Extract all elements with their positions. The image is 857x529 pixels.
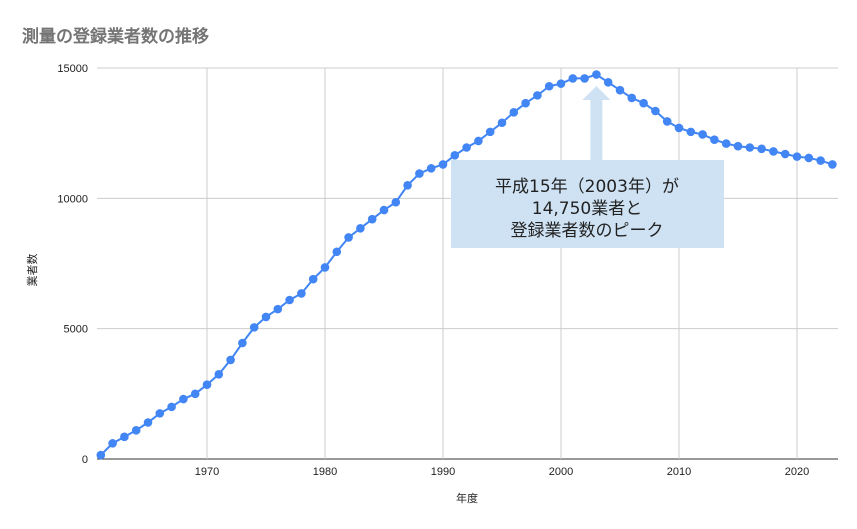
- data-point-1963: [120, 432, 129, 442]
- data-point-1969: [190, 389, 200, 399]
- data-point-1979: [308, 274, 318, 284]
- data-point-1998: [533, 91, 542, 100]
- data-point-1996: [509, 108, 519, 117]
- data-point-2015: [733, 141, 743, 151]
- data-point-1967: [167, 402, 176, 412]
- data-point-1983: [356, 224, 365, 233]
- data-point-2010: [674, 123, 684, 133]
- data-point-1988: [415, 169, 424, 178]
- data-point-2004: [603, 78, 613, 87]
- data-point-2002: [580, 74, 589, 83]
- data-point-2007: [639, 98, 648, 108]
- y-tick-label: 15000: [57, 63, 88, 75]
- data-point-1995: [497, 118, 507, 128]
- data-point-1989: [426, 164, 436, 173]
- data-point-1966: [155, 409, 165, 418]
- data-point-2014: [721, 139, 731, 148]
- data-point-2021: [804, 153, 814, 163]
- data-point-1964: [131, 426, 141, 435]
- data-point-1968: [179, 394, 188, 404]
- data-point-1990: [438, 160, 448, 169]
- series: [96, 70, 837, 460]
- x-tick-label: 1990: [431, 466, 455, 478]
- data-point-2019: [780, 149, 790, 159]
- annotation-arrow-shaft: [590, 100, 603, 160]
- data-point-2018: [769, 147, 778, 156]
- tick-labels: 0 5000 10000 15000 1970 1980 1990 2000 2010 2020: [57, 63, 809, 478]
- y-tick-label: 10000: [57, 193, 88, 205]
- data-point-1981: [332, 247, 342, 257]
- data-point-2008: [651, 106, 660, 116]
- data-point-1975: [261, 312, 271, 322]
- data-point-1994: [485, 127, 495, 137]
- data-point-2013: [710, 135, 719, 144]
- data-point-1999: [544, 81, 554, 91]
- data-point-1977: [285, 295, 294, 305]
- data-point-2012: [698, 130, 707, 139]
- data-point-1965: [143, 418, 153, 427]
- data-point-1973: [238, 338, 247, 348]
- y-tick-label: 0: [82, 454, 88, 466]
- x-tick-label: 2010: [667, 466, 691, 478]
- data-point-1962: [108, 439, 117, 448]
- data-point-2022: [816, 156, 825, 165]
- data-point-1987: [403, 181, 412, 190]
- data-point-1978: [297, 289, 306, 298]
- data-point-1986: [391, 197, 401, 207]
- chart-title: 測量の登録業者数の推移: [22, 27, 209, 47]
- data-point-1961: [96, 450, 106, 460]
- data-point-2016: [745, 143, 755, 152]
- data-point-1991: [450, 151, 460, 160]
- x-tick-label: 2020: [785, 466, 809, 478]
- data-point-2003: [592, 70, 601, 79]
- data-point-1971: [214, 369, 224, 379]
- data-point-1993: [474, 136, 483, 146]
- x-tick-label: 2000: [549, 466, 573, 478]
- data-point-1976: [273, 304, 283, 314]
- annotation-text-line: 14,750業者と: [532, 199, 642, 219]
- data-point-1992: [462, 143, 471, 152]
- data-point-2006: [627, 93, 637, 103]
- data-point-1982: [344, 233, 353, 242]
- annotation-text-line: 平成15年（2003年）が: [495, 177, 679, 197]
- data-point-2001: [568, 74, 578, 83]
- data-point-1985: [379, 205, 389, 215]
- y-axis-label: 業者数: [26, 254, 39, 287]
- data-point-2009: [662, 117, 672, 126]
- data-point-2020: [792, 152, 802, 161]
- data-point-2000: [556, 79, 566, 88]
- annotation-box: [451, 160, 724, 248]
- data-point-1980: [320, 263, 330, 272]
- data-point-2011: [686, 127, 696, 137]
- x-tick-label: 1970: [195, 466, 219, 478]
- data-point-2005: [615, 85, 625, 95]
- series-line: [100, 73, 833, 456]
- annotation-text-line: 登録業者数のピーク: [511, 221, 664, 241]
- data-point-1972: [226, 355, 235, 365]
- y-tick-label: 5000: [64, 324, 88, 336]
- data-point-2017: [757, 144, 766, 154]
- annotation-arrow-head: [582, 86, 611, 100]
- data-point-1974: [249, 323, 259, 332]
- data-point-1970: [202, 380, 212, 390]
- grid: [97, 67, 838, 460]
- x-axis-label: 年度: [456, 491, 478, 505]
- data-point-2023: [828, 160, 837, 169]
- data-point-1984: [367, 214, 377, 224]
- x-tick-label: 1980: [313, 466, 337, 478]
- data-point-1997: [521, 98, 530, 108]
